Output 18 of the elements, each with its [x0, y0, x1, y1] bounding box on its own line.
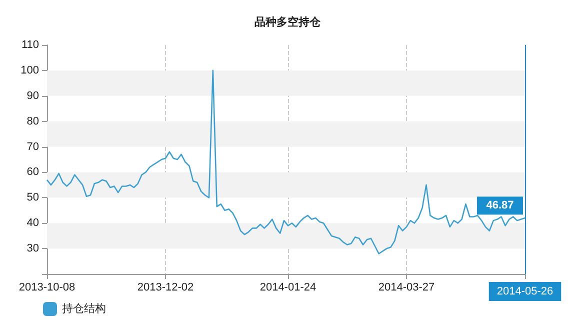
line-series: [46, 70, 526, 254]
y-tick-label: 70: [26, 140, 39, 153]
y-tick-label: 30: [26, 242, 39, 255]
annotation: 46.87: [486, 200, 514, 212]
x-tick-label: 2014-01-24: [260, 282, 316, 294]
chart-title: 品种多空持仓: [254, 16, 322, 28]
y-tick-label: 60: [26, 166, 39, 178]
y-tick-label: 40: [26, 217, 39, 230]
x-tick-label: 2013-12-02: [137, 282, 194, 294]
y-tick-label: 90: [26, 90, 39, 102]
y-tick-label: 110: [21, 39, 39, 51]
y-tick-label: 100: [20, 64, 39, 76]
x-tick-label: 2013-10-08: [18, 282, 76, 294]
y-tick-label: 80: [26, 115, 39, 128]
x-tick-label: 2014-03-27: [378, 282, 435, 294]
legend-label: 持仓结构: [62, 302, 106, 315]
y-tick-label: 50: [26, 192, 39, 204]
x-tick-label: 2014-05-26: [496, 286, 554, 298]
